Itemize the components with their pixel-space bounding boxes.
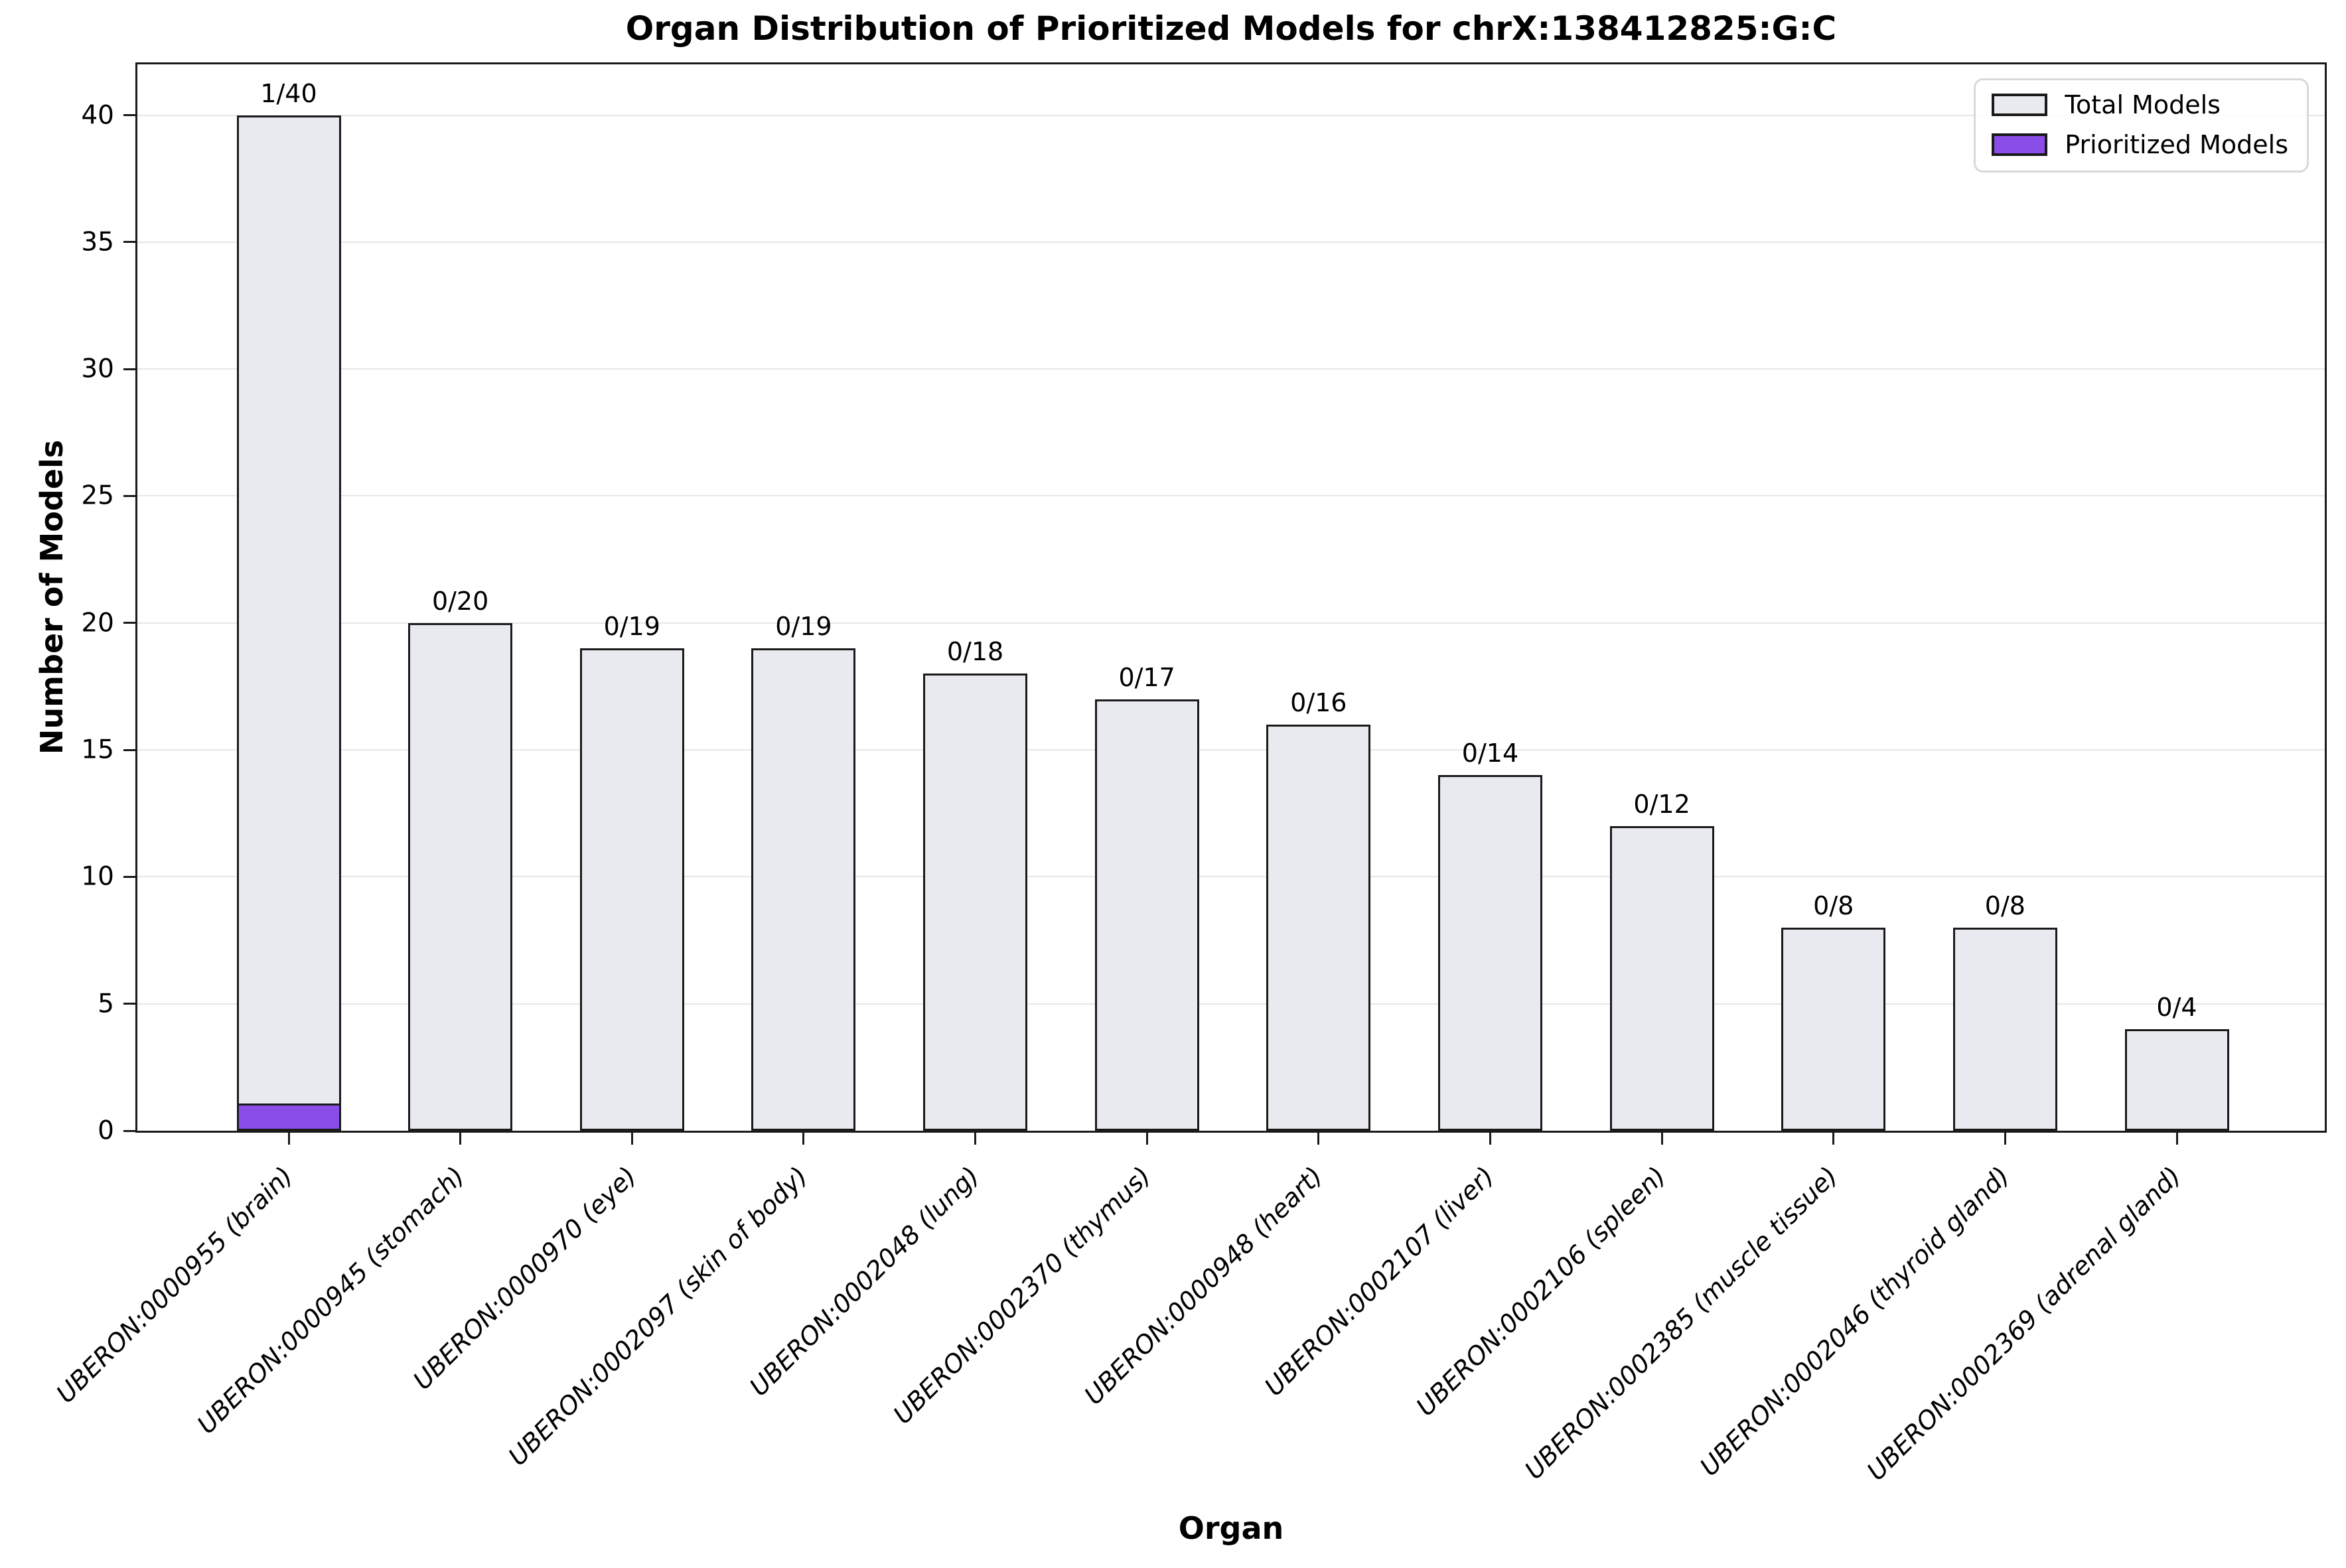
bar-value-label: 0/12 xyxy=(1633,789,1690,819)
bar-total-segment xyxy=(751,648,856,1131)
legend: Total Models Prioritized Models xyxy=(1974,78,2309,173)
x-axis-tick xyxy=(1317,1133,1320,1145)
bar-value-label: 0/18 xyxy=(946,637,1004,667)
y-axis-tick xyxy=(123,748,135,751)
y-axis-tick-label: 5 xyxy=(98,989,114,1019)
bar-prioritized-segment xyxy=(236,1103,341,1131)
y-axis-tick-label: 25 xyxy=(81,480,114,511)
x-axis-tick-label-text: UBERON:0002385 (muscle tissue) xyxy=(1518,1161,1844,1486)
y-gridline xyxy=(137,495,2325,497)
y-axis-tick-label: 0 xyxy=(98,1115,114,1146)
bar-total-segment xyxy=(579,648,684,1131)
x-axis-tick-label-text: UBERON:0002046 (thyroid gland) xyxy=(1694,1161,2016,1482)
bar-value-label: 0/20 xyxy=(431,586,489,616)
y-axis-tick xyxy=(123,368,135,370)
y-axis-tick xyxy=(123,875,135,878)
y-gridline xyxy=(137,749,2325,751)
legend-label: Prioritized Models xyxy=(2065,130,2288,159)
x-axis-tick xyxy=(459,1133,462,1145)
bar-value-label: 0/17 xyxy=(1118,662,1175,692)
legend-label: Total Models xyxy=(2065,90,2221,119)
x-axis-tick xyxy=(630,1133,633,1145)
x-axis-tick-label-text: UBERON:0002369 (adrenal gland) xyxy=(1861,1161,2187,1486)
bar-total-segment xyxy=(923,674,1028,1131)
x-axis-tick xyxy=(1832,1133,1835,1145)
y-axis-tick-label: 35 xyxy=(81,227,114,257)
x-axis-tick xyxy=(2175,1133,2178,1145)
bar-total-segment xyxy=(1609,825,1714,1131)
y-gridline xyxy=(137,1003,2325,1005)
bar-value-label: 0/14 xyxy=(1461,739,1519,768)
y-axis-tick-label: 30 xyxy=(81,354,114,384)
bar-total-segment xyxy=(1952,927,2057,1131)
chart-title: Organ Distribution of Prioritized Models… xyxy=(625,9,1837,48)
legend-item: Prioritized Models xyxy=(1992,132,2288,157)
x-axis-tick xyxy=(287,1133,290,1145)
y-axis-tick xyxy=(123,1129,135,1132)
y-gridline xyxy=(137,876,2325,878)
y-axis-tick xyxy=(123,494,135,497)
bar-total-segment xyxy=(236,115,341,1131)
y-axis-tick-label: 15 xyxy=(81,735,114,765)
bar-value-label: 0/19 xyxy=(603,612,660,642)
x-axis-tick xyxy=(1145,1133,1148,1145)
bar-value-label: 0/4 xyxy=(2156,992,2197,1022)
bar-total-segment xyxy=(408,622,513,1131)
x-axis-tick xyxy=(1660,1133,1663,1145)
bar-value-label: 0/16 xyxy=(1290,687,1347,717)
bar-total-segment xyxy=(2124,1029,2229,1131)
y-axis-tick xyxy=(123,1003,135,1005)
y-gridline xyxy=(137,622,2325,624)
x-axis-tick xyxy=(1489,1133,1491,1145)
plot-area: 1/40 0/20 0/19 0/19 0/18 0/17 0/16 0/14 0/12 0/8 0… xyxy=(50,62,2327,1486)
y-gridline xyxy=(137,241,2325,243)
bar-value-label: 0/8 xyxy=(1813,891,1854,920)
x-axis-tick xyxy=(2004,1133,2006,1145)
bar-value-label: 0/8 xyxy=(1984,891,2025,920)
y-axis-tick-label: 40 xyxy=(81,100,114,131)
y-gridline xyxy=(137,368,2325,370)
legend-item: Total Models xyxy=(1992,92,2288,117)
y-axis-tick-label: 20 xyxy=(81,608,114,638)
y-axis-title: Number of Models xyxy=(34,439,70,755)
x-axis-title: Organ xyxy=(1178,1510,1284,1546)
bar-total-segment xyxy=(1781,927,1886,1131)
bar-total-segment xyxy=(1266,724,1371,1131)
bar-total-segment xyxy=(1437,775,1542,1131)
bar-value-label: 0/19 xyxy=(775,612,832,642)
y-gridline xyxy=(137,114,2325,116)
y-axis-tick xyxy=(123,114,135,117)
legend-swatch xyxy=(1992,94,2048,116)
x-axis-tick xyxy=(802,1133,805,1145)
bar-total-segment xyxy=(1094,699,1199,1131)
y-axis-tick-label: 10 xyxy=(81,861,114,892)
x-axis-tick xyxy=(974,1133,977,1145)
y-axis-tick xyxy=(123,241,135,244)
bar-value-label: 1/40 xyxy=(260,78,317,108)
legend-swatch xyxy=(1992,133,2048,156)
y-axis-tick xyxy=(123,622,135,624)
x-axis-tick-label-text: UBERON:0002097 (skin of body) xyxy=(502,1161,814,1472)
